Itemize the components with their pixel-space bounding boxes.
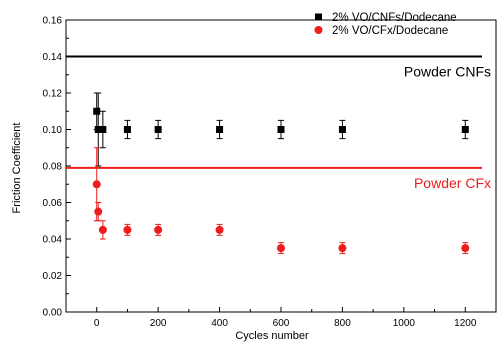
y-tick-label: 0.02 [43,271,63,282]
y-tick-label: 0.04 [43,235,63,246]
y-tick-label: 0.14 [43,52,63,63]
reference-line-label-2: Powder CFx [414,175,491,191]
data-point-cfx [154,225,163,234]
data-point-cfx [123,225,132,234]
x-tick-label: 200 [150,318,167,329]
data-point-cnfs [216,126,224,133]
data-point-cnfs [277,126,285,133]
y-tick-label: 0.12 [43,89,63,100]
x-tick-label: 800 [334,318,351,329]
legend-marker-cnfs [315,13,322,21]
reference-line-label-1: Powder CNFs [404,64,491,80]
y-tick-label: 0.10 [43,125,63,136]
data-point-cfx [277,244,285,253]
x-axis-title: Cycles number [235,330,309,342]
data-point-cfx [94,207,103,216]
legend-label-2: 2% VO/CFx/Dodecane [332,25,448,37]
y-tick-label: 0.06 [43,198,63,209]
data-point-cnfs [338,126,346,133]
legend-label-1: 2% VO/CNFs/Dodecane [332,12,457,24]
x-tick-label: 400 [211,318,228,329]
data-point-cnfs [99,126,107,133]
x-tick-label: 1200 [454,318,477,329]
data-point-cfx [461,244,470,253]
data-point-cfx [98,225,107,234]
y-tick-label: 0.08 [43,162,63,173]
data-point-cfx [92,180,101,189]
y-axis-title: Friction Coefficient [11,123,23,214]
legend-marker-cfx [314,26,323,34]
x-tick-label: 600 [273,318,290,329]
data-point-cnfs [94,126,102,133]
x-tick-label: 1000 [393,318,416,329]
data-point-cnfs [93,107,101,115]
data-point-cfx [338,244,347,253]
x-tick-label: 0 [94,318,100,329]
data-point-cnfs [123,126,131,133]
y-tick-label: 0.16 [43,16,63,27]
data-point-cnfs [154,126,162,133]
y-tick-label: 0.00 [43,308,63,319]
data-point-cfx [215,225,224,234]
data-point-cnfs [461,126,469,133]
